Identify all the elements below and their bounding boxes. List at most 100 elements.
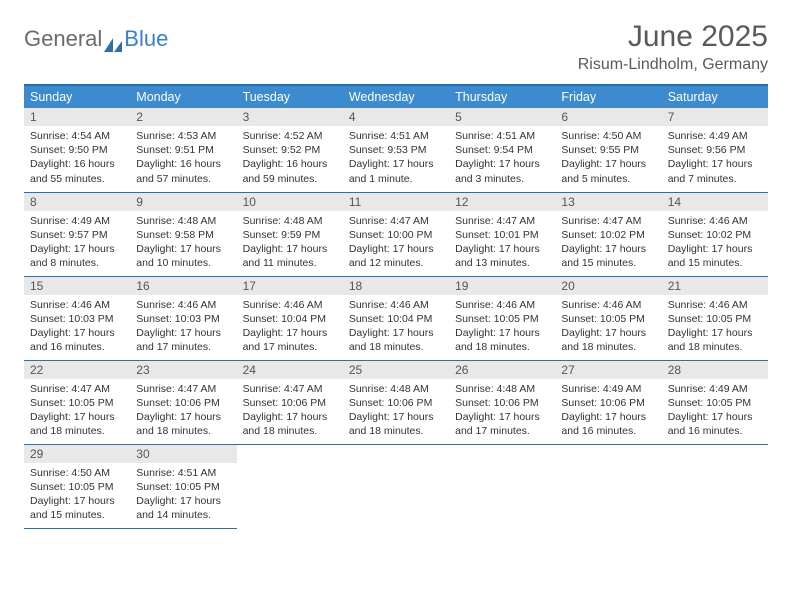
day-number: 5 xyxy=(449,108,555,126)
calendar-cell: 3Sunrise: 4:52 AMSunset: 9:52 PMDaylight… xyxy=(237,108,343,192)
calendar-cell xyxy=(555,444,661,528)
calendar-cell: 18Sunrise: 4:46 AMSunset: 10:04 PMDaylig… xyxy=(343,276,449,360)
day-number: 29 xyxy=(24,445,130,463)
calendar-cell: 2Sunrise: 4:53 AMSunset: 9:51 PMDaylight… xyxy=(130,108,236,192)
page-header: General Blue June 2025 Risum-Lindholm, G… xyxy=(24,20,768,74)
calendar-cell: 28Sunrise: 4:49 AMSunset: 10:05 PMDaylig… xyxy=(662,360,768,444)
day-number: 4 xyxy=(343,108,449,126)
day-number: 13 xyxy=(555,193,661,211)
calendar-cell xyxy=(449,444,555,528)
day-details: Sunrise: 4:51 AMSunset: 10:05 PMDaylight… xyxy=(130,463,236,527)
calendar-cell: 25Sunrise: 4:48 AMSunset: 10:06 PMDaylig… xyxy=(343,360,449,444)
logo-word-1: General xyxy=(24,26,102,52)
calendar-cell: 15Sunrise: 4:46 AMSunset: 10:03 PMDaylig… xyxy=(24,276,130,360)
day-details: Sunrise: 4:54 AMSunset: 9:50 PMDaylight:… xyxy=(24,126,130,190)
day-number: 21 xyxy=(662,277,768,295)
calendar-cell: 17Sunrise: 4:46 AMSunset: 10:04 PMDaylig… xyxy=(237,276,343,360)
weekday-header: Tuesday xyxy=(237,85,343,108)
calendar-page: General Blue June 2025 Risum-Lindholm, G… xyxy=(0,0,792,549)
weekday-header: Sunday xyxy=(24,85,130,108)
day-details: Sunrise: 4:46 AMSunset: 10:05 PMDaylight… xyxy=(662,295,768,359)
calendar-cell: 12Sunrise: 4:47 AMSunset: 10:01 PMDaylig… xyxy=(449,192,555,276)
logo: General Blue xyxy=(24,20,168,52)
calendar-cell xyxy=(343,444,449,528)
calendar-body: 1Sunrise: 4:54 AMSunset: 9:50 PMDaylight… xyxy=(24,108,768,528)
day-details: Sunrise: 4:48 AMSunset: 10:06 PMDaylight… xyxy=(343,379,449,443)
calendar-cell: 22Sunrise: 4:47 AMSunset: 10:05 PMDaylig… xyxy=(24,360,130,444)
weekday-header: Thursday xyxy=(449,85,555,108)
day-number: 23 xyxy=(130,361,236,379)
day-number: 14 xyxy=(662,193,768,211)
day-number: 3 xyxy=(237,108,343,126)
calendar-cell: 6Sunrise: 4:50 AMSunset: 9:55 PMDaylight… xyxy=(555,108,661,192)
calendar-cell: 19Sunrise: 4:46 AMSunset: 10:05 PMDaylig… xyxy=(449,276,555,360)
day-details: Sunrise: 4:49 AMSunset: 9:57 PMDaylight:… xyxy=(24,211,130,275)
calendar-cell: 13Sunrise: 4:47 AMSunset: 10:02 PMDaylig… xyxy=(555,192,661,276)
calendar-cell: 30Sunrise: 4:51 AMSunset: 10:05 PMDaylig… xyxy=(130,444,236,528)
day-number: 9 xyxy=(130,193,236,211)
day-number: 7 xyxy=(662,108,768,126)
day-details: Sunrise: 4:46 AMSunset: 10:04 PMDaylight… xyxy=(343,295,449,359)
day-number: 17 xyxy=(237,277,343,295)
day-details: Sunrise: 4:51 AMSunset: 9:54 PMDaylight:… xyxy=(449,126,555,190)
calendar-cell: 20Sunrise: 4:46 AMSunset: 10:05 PMDaylig… xyxy=(555,276,661,360)
day-number: 2 xyxy=(130,108,236,126)
day-details: Sunrise: 4:47 AMSunset: 10:02 PMDaylight… xyxy=(555,211,661,275)
calendar-cell xyxy=(662,444,768,528)
calendar-cell: 11Sunrise: 4:47 AMSunset: 10:00 PMDaylig… xyxy=(343,192,449,276)
day-details: Sunrise: 4:46 AMSunset: 10:04 PMDaylight… xyxy=(237,295,343,359)
day-number: 24 xyxy=(237,361,343,379)
day-number: 18 xyxy=(343,277,449,295)
day-number: 20 xyxy=(555,277,661,295)
calendar-cell: 27Sunrise: 4:49 AMSunset: 10:06 PMDaylig… xyxy=(555,360,661,444)
title-block: June 2025 Risum-Lindholm, Germany xyxy=(578,20,768,74)
calendar-header-row: SundayMondayTuesdayWednesdayThursdayFrid… xyxy=(24,85,768,108)
day-details: Sunrise: 4:47 AMSunset: 10:01 PMDaylight… xyxy=(449,211,555,275)
calendar-cell: 5Sunrise: 4:51 AMSunset: 9:54 PMDaylight… xyxy=(449,108,555,192)
day-details: Sunrise: 4:46 AMSunset: 10:03 PMDaylight… xyxy=(130,295,236,359)
day-number: 11 xyxy=(343,193,449,211)
weekday-header: Monday xyxy=(130,85,236,108)
day-details: Sunrise: 4:47 AMSunset: 10:06 PMDaylight… xyxy=(130,379,236,443)
day-number: 22 xyxy=(24,361,130,379)
day-number: 19 xyxy=(449,277,555,295)
calendar-cell: 24Sunrise: 4:47 AMSunset: 10:06 PMDaylig… xyxy=(237,360,343,444)
calendar-cell: 4Sunrise: 4:51 AMSunset: 9:53 PMDaylight… xyxy=(343,108,449,192)
calendar-cell: 10Sunrise: 4:48 AMSunset: 9:59 PMDayligh… xyxy=(237,192,343,276)
day-number: 1 xyxy=(24,108,130,126)
day-details: Sunrise: 4:50 AMSunset: 9:55 PMDaylight:… xyxy=(555,126,661,190)
day-details: Sunrise: 4:49 AMSunset: 10:06 PMDaylight… xyxy=(555,379,661,443)
day-details: Sunrise: 4:49 AMSunset: 9:56 PMDaylight:… xyxy=(662,126,768,190)
calendar-cell: 16Sunrise: 4:46 AMSunset: 10:03 PMDaylig… xyxy=(130,276,236,360)
day-number: 8 xyxy=(24,193,130,211)
calendar-table: SundayMondayTuesdayWednesdayThursdayFrid… xyxy=(24,84,768,529)
day-number: 30 xyxy=(130,445,236,463)
logo-word-2: Blue xyxy=(124,26,168,52)
weekday-header: Saturday xyxy=(662,85,768,108)
day-details: Sunrise: 4:46 AMSunset: 10:03 PMDaylight… xyxy=(24,295,130,359)
calendar-cell: 14Sunrise: 4:46 AMSunset: 10:02 PMDaylig… xyxy=(662,192,768,276)
day-number: 26 xyxy=(449,361,555,379)
calendar-cell: 21Sunrise: 4:46 AMSunset: 10:05 PMDaylig… xyxy=(662,276,768,360)
day-details: Sunrise: 4:53 AMSunset: 9:51 PMDaylight:… xyxy=(130,126,236,190)
day-details: Sunrise: 4:48 AMSunset: 9:59 PMDaylight:… xyxy=(237,211,343,275)
month-title: June 2025 xyxy=(578,20,768,54)
calendar-cell: 29Sunrise: 4:50 AMSunset: 10:05 PMDaylig… xyxy=(24,444,130,528)
calendar-cell: 26Sunrise: 4:48 AMSunset: 10:06 PMDaylig… xyxy=(449,360,555,444)
day-details: Sunrise: 4:46 AMSunset: 10:02 PMDaylight… xyxy=(662,211,768,275)
day-number: 10 xyxy=(237,193,343,211)
calendar-cell: 9Sunrise: 4:48 AMSunset: 9:58 PMDaylight… xyxy=(130,192,236,276)
day-number: 25 xyxy=(343,361,449,379)
day-details: Sunrise: 4:47 AMSunset: 10:00 PMDaylight… xyxy=(343,211,449,275)
day-number: 15 xyxy=(24,277,130,295)
day-details: Sunrise: 4:50 AMSunset: 10:05 PMDaylight… xyxy=(24,463,130,527)
weekday-header: Wednesday xyxy=(343,85,449,108)
day-number: 12 xyxy=(449,193,555,211)
calendar-cell xyxy=(237,444,343,528)
day-number: 28 xyxy=(662,361,768,379)
day-details: Sunrise: 4:48 AMSunset: 9:58 PMDaylight:… xyxy=(130,211,236,275)
day-details: Sunrise: 4:51 AMSunset: 9:53 PMDaylight:… xyxy=(343,126,449,190)
calendar-cell: 23Sunrise: 4:47 AMSunset: 10:06 PMDaylig… xyxy=(130,360,236,444)
weekday-header: Friday xyxy=(555,85,661,108)
day-number: 16 xyxy=(130,277,236,295)
